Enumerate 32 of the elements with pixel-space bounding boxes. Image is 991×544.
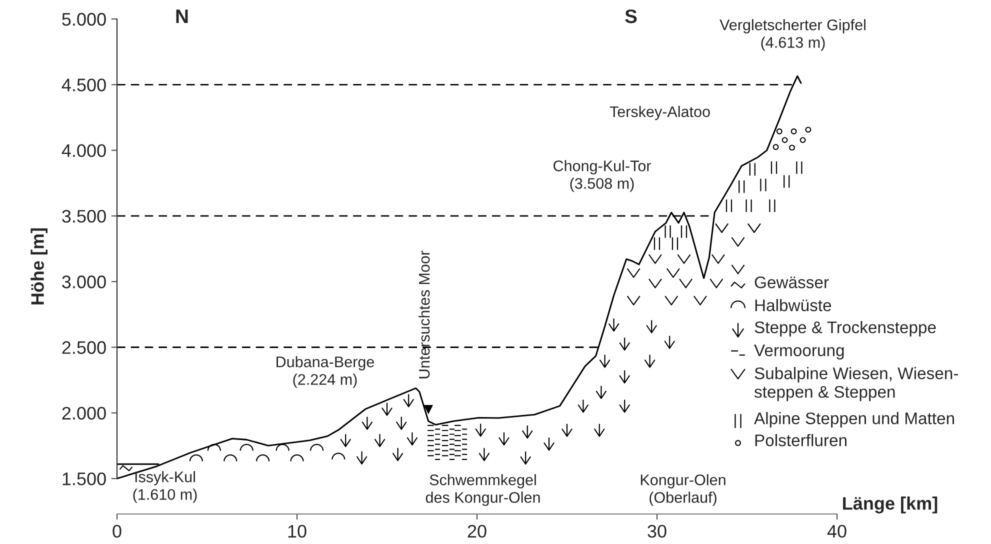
y-tick-label: 3.000 <box>62 276 106 288</box>
annotation: Issyk-Kul (1.610 m) <box>133 471 197 503</box>
annotation: Gewässer <box>754 276 829 288</box>
y-tick-label: 3.500 <box>62 210 106 223</box>
y-tick-label: 2.500 <box>62 341 106 354</box>
x-axis-title: Länge [km] <box>843 496 938 514</box>
annotation: Schwemmkegel des Kongur-Olen <box>426 474 540 506</box>
y-tick-label: 4.000 <box>62 144 106 158</box>
x-tick-label: 30 <box>648 524 666 538</box>
annotation: N <box>176 10 188 24</box>
annotation: Vergletscherter Gipfel (4.613 m) <box>720 19 866 51</box>
x-tick-label: 10 <box>288 524 306 538</box>
annotation: Terskey-Alatoo <box>610 106 710 120</box>
y-tick-label: 1.500 <box>62 472 106 486</box>
annotation: Polsterfluren <box>755 434 846 446</box>
y-axis-title: Höhe [m] <box>30 228 48 304</box>
annotation: Alpine Steppen und Matten <box>754 412 954 428</box>
annotation: Chong-Kul-Tor (3.508 m) <box>554 160 651 192</box>
annotation: Dubana-Berge (2.224 m) <box>276 356 374 388</box>
annotation: Subalpine Wiesen, Wiesen- steppen & Steppen <box>754 367 958 402</box>
annotation: Steppe & Trockensteppe <box>754 321 936 337</box>
annotation: S <box>625 9 637 24</box>
x-tick-label: 0 <box>112 524 122 538</box>
y-tick-label: 2.000 <box>62 406 106 420</box>
x-tick-label: 40 <box>827 524 846 538</box>
x-tick-label: 20 <box>468 524 486 538</box>
y-tick-label: 4.500 <box>62 78 106 92</box>
annotation: Halbwüste <box>755 299 832 312</box>
annotation: Untersuchtes Moor <box>418 250 430 378</box>
annotation: Kongur-Olen (Oberlauf) <box>640 474 726 506</box>
annotation: Vermoorung <box>754 344 844 360</box>
y-tick-label: 5.000 <box>62 12 106 26</box>
